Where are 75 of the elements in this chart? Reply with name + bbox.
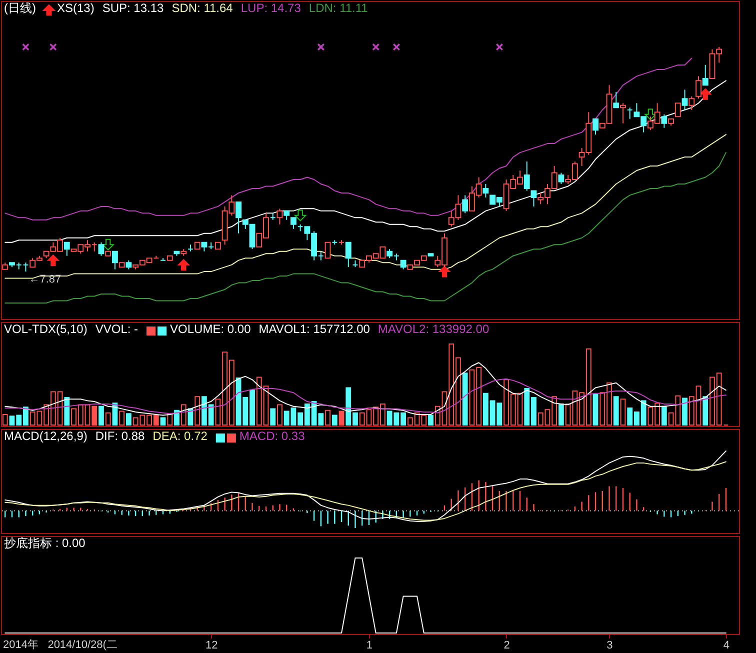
bar [64,396,70,426]
point [102,238,114,250]
bar [661,406,667,426]
candlestick [324,242,331,259]
x-tick-label: 3 [606,640,613,652]
candlestick [524,161,530,192]
x-tick-label: 1 [366,640,373,652]
chart-title: VOL-TDX(5,10) [4,322,88,336]
point [178,259,190,271]
candlestick [98,242,104,256]
candlestick [613,91,620,108]
text: SDN: 11.64 [172,1,234,15]
bar [613,396,619,426]
point [50,44,57,50]
text: MAVOL2: 133992.00 [378,322,490,336]
point [700,88,712,100]
text: LUP: 14.73 [240,1,302,15]
text: MAVOL1: 157712.00 [258,322,370,336]
candlestick [530,190,537,207]
point [47,254,59,266]
bar [338,410,344,426]
candlestick [592,118,598,136]
annotation: ←7.87 [28,274,62,286]
candlestick [620,102,626,124]
bar [682,398,688,426]
bar [126,413,132,426]
candlestick [462,194,468,214]
point [496,44,503,50]
text: DIF: 0.88 [95,429,146,443]
bar [558,403,564,426]
text: DEA: 0.72 [152,429,208,443]
point [438,266,450,278]
bar [270,408,276,426]
point [294,210,306,222]
candlestick [64,242,70,256]
candlestick [290,217,296,230]
x-tick-label: 2 [504,640,510,652]
bar [462,372,468,426]
x-tick-label: 12 [205,640,218,652]
legend-label: XS(13) [56,1,94,15]
candlestick [661,114,668,128]
text: 2014/10/28(二 [48,639,118,651]
candlestick [276,208,283,225]
candlestick [682,89,688,110]
chart-title: (日线) [4,1,36,15]
text: SUP: 13.13 [102,1,164,15]
bar [332,414,338,426]
candlestick [482,183,489,198]
candlestick [236,201,242,234]
text: LDN: 11.11 [308,1,368,15]
candlestick [112,250,118,270]
text: 2014年 [3,639,38,651]
chart-title: MACD(12,26,9) [4,429,88,443]
point [317,44,324,50]
x-tick-label: 4 [723,640,730,652]
bar [702,396,708,426]
text: 抄底指标 : 0.00 [4,536,86,550]
bar [160,417,166,426]
candlestick [558,172,564,184]
bar [174,410,180,426]
candlestick [345,242,352,268]
point [372,44,380,50]
candlestick [702,64,708,86]
candlestick [674,102,681,118]
bar [98,406,104,426]
point [392,44,400,50]
candlestick [696,76,702,100]
candlestick [626,107,633,120]
bar [592,394,598,426]
legend-label: MACD: 0.33 [239,429,306,443]
point [22,44,30,50]
text: VVOL: - [95,322,138,336]
legend-label: VOLUME: 0.00 [170,322,252,336]
candlestick [688,96,695,110]
bar [428,414,434,426]
